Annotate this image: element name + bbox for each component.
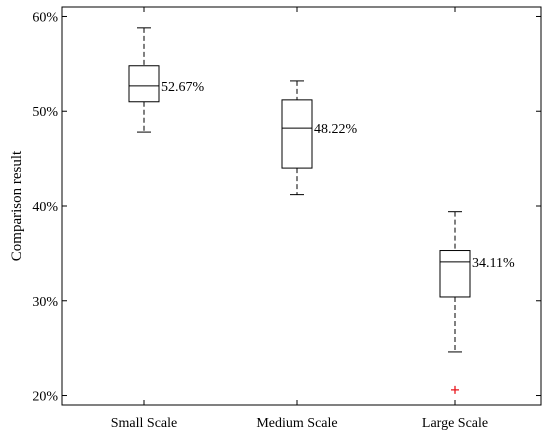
median-label: 48.22% xyxy=(314,122,358,137)
x-tick-label: Small Scale xyxy=(111,416,178,431)
x-tick-label: Medium Scale xyxy=(256,416,337,431)
plot-frame xyxy=(61,6,542,406)
box-series: 52.67% 48.22% 34.11% xyxy=(128,27,515,394)
y-tick-label: 60% xyxy=(32,10,58,25)
box-1: 52.67% xyxy=(128,27,205,133)
x-tick-label: Large Scale xyxy=(422,416,488,431)
y-axis-title: Comparison result xyxy=(9,150,25,261)
outlier-marker xyxy=(451,385,459,394)
y-tick-label: 40% xyxy=(32,200,58,215)
y-axis: 20% 30% 40% 50% 60% xyxy=(32,10,541,405)
median-label: 34.11% xyxy=(472,256,515,271)
y-tick-label: 20% xyxy=(32,390,58,405)
box-iqr xyxy=(128,65,160,103)
y-tick-label: 50% xyxy=(32,105,58,120)
box-3: 34.11% xyxy=(439,211,515,394)
box-2: 48.22% xyxy=(281,80,358,196)
box-iqr xyxy=(439,250,471,298)
y-tick-label: 30% xyxy=(32,295,58,310)
box-iqr xyxy=(281,99,313,169)
x-axis: Small Scale Medium Scale Large Scale xyxy=(111,7,488,431)
median-label: 52.67% xyxy=(161,80,205,95)
